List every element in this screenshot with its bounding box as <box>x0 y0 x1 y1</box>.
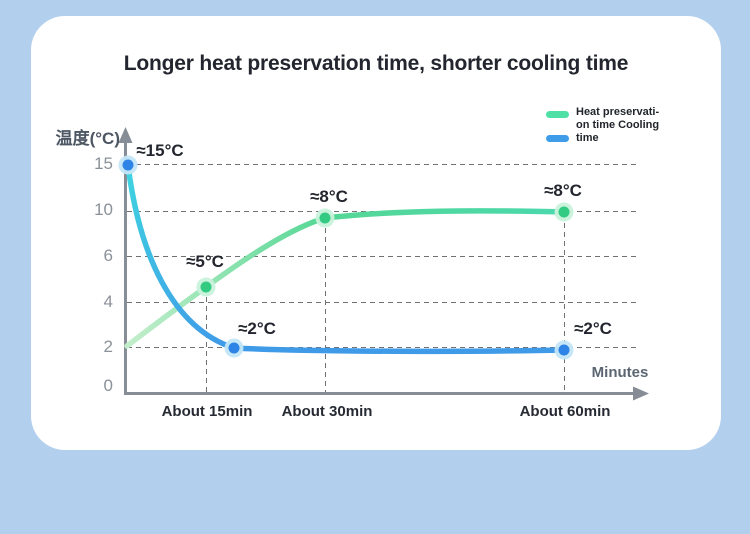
y-tick-6: 6 <box>103 246 113 265</box>
heat-preservation-points <box>196 202 574 297</box>
annotation-heat-8c-30min: ≈8°C <box>310 187 348 206</box>
point <box>558 344 570 356</box>
annotation-cooling-15c: ≈15°C <box>136 141 184 160</box>
y-tick-4: 4 <box>103 292 113 311</box>
annotation-heat-8c-60min: ≈8°C <box>544 181 582 200</box>
axes <box>124 142 637 395</box>
y-axis-label: 温度(°C) <box>55 129 120 148</box>
point <box>558 206 570 218</box>
legend: Heat preservati- on time Cooling time <box>546 104 696 145</box>
cooling-points <box>118 155 574 360</box>
heat-preservation-legend-swatch <box>546 111 569 118</box>
chart-title: Longer heat preservation time, shorter c… <box>123 52 629 75</box>
y-tick-2: 2 <box>103 337 113 356</box>
y-tick-10: 10 <box>94 200 113 219</box>
point <box>200 281 212 293</box>
y-tick-0: 0 <box>103 376 113 395</box>
point <box>122 159 134 171</box>
point <box>319 212 331 224</box>
x-tick-30min: About 30min <box>281 403 373 420</box>
y-axis-arrow <box>118 127 133 143</box>
annotation-cooling-2c-60min: ≈2°C <box>574 319 612 338</box>
cooling-legend-swatch <box>546 135 569 142</box>
x-tick-60min: About 60min <box>519 403 611 420</box>
point <box>228 342 240 354</box>
legend-text-line-1: Heat preservati- <box>576 106 660 118</box>
x-tick-15min: About 15min <box>161 403 253 420</box>
y-tick-15: 15 <box>94 154 113 173</box>
legend-text-line-2: on time Cooling <box>576 119 660 131</box>
x-axis-arrow <box>633 386 649 401</box>
chart-card <box>31 16 721 450</box>
legend-text-line-3: time <box>576 132 599 144</box>
x-axis-label: Minutes <box>591 364 649 381</box>
annotation-cooling-2c-15min: ≈2°C <box>238 319 276 338</box>
annotation-heat-5c: ≈5°C <box>186 252 224 271</box>
